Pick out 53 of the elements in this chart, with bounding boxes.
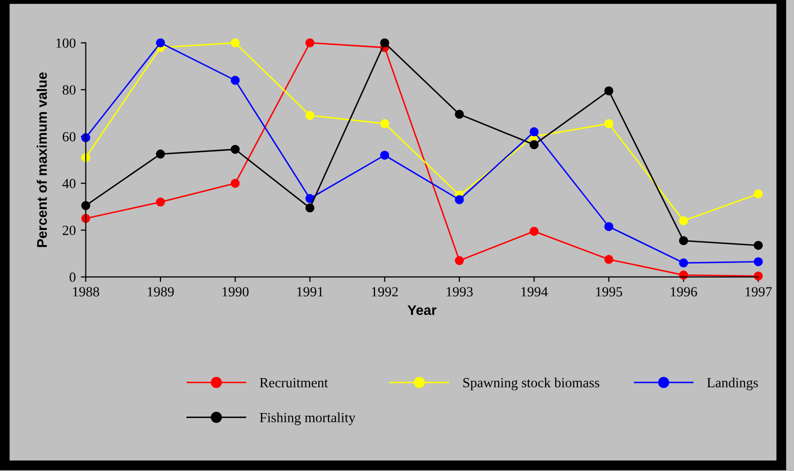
point [230, 178, 240, 188]
y-tick-label: 20 [62, 226, 76, 236]
y-tick-label: 100 [56, 38, 76, 48]
y-tick-label: 60 [62, 132, 76, 142]
point [604, 119, 614, 128]
legend-label: Spawning stock biomass [463, 378, 600, 390]
point [305, 110, 314, 120]
y-tick-label: 80 [62, 85, 76, 95]
point [305, 203, 314, 212]
x-tick-label: 1988 [73, 287, 100, 296]
point [454, 110, 464, 119]
x-tick-label: 1996 [670, 287, 698, 296]
point [305, 38, 314, 48]
point [604, 86, 614, 96]
point [305, 194, 314, 204]
y-tick-label: 0 [70, 272, 76, 282]
point [754, 257, 763, 266]
point [754, 240, 763, 250]
point [530, 127, 539, 136]
point [679, 258, 688, 268]
x-tick-label: 1997 [746, 287, 772, 296]
point [679, 236, 688, 246]
x-tick-label: 1991 [297, 287, 323, 296]
point [754, 189, 763, 198]
point [156, 150, 165, 159]
point [156, 38, 165, 48]
x-tick-label: 1992 [372, 287, 398, 296]
point [380, 119, 390, 128]
legend-label: Landings [707, 378, 758, 390]
point [530, 140, 539, 150]
point [604, 254, 614, 264]
point [679, 216, 688, 226]
point [230, 144, 240, 154]
x-tick-label: 1995 [596, 287, 622, 296]
x-tick-label: 1989 [148, 287, 174, 296]
point [454, 195, 464, 204]
x-tick-label: 1993 [446, 287, 473, 296]
y-axis-title: Percent of maximum value [36, 72, 47, 247]
point [230, 38, 240, 48]
x-tick-label: 1994 [521, 287, 548, 296]
point [230, 76, 240, 85]
point [530, 226, 539, 236]
point [380, 150, 390, 160]
point [454, 256, 464, 266]
point [380, 38, 390, 48]
x-tick-label: 1990 [222, 287, 249, 296]
legend-label: Recruitment [260, 378, 328, 388]
point [754, 271, 763, 281]
point [604, 222, 614, 232]
y-tick-label: 40 [62, 178, 76, 188]
point [156, 198, 165, 207]
legend-label: Fishing mortality [260, 412, 356, 426]
x-axis-title: Year [408, 305, 436, 316]
